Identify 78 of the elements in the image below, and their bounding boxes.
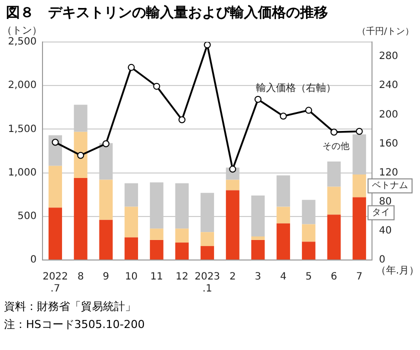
point bbox=[356, 128, 363, 135]
x-tick-label: 3 bbox=[254, 272, 262, 283]
point bbox=[52, 138, 59, 146]
bar bbox=[276, 175, 290, 207]
x-tick-label: 2023 .1 bbox=[194, 272, 220, 295]
x-tick-label: 10 bbox=[124, 272, 138, 283]
y-tick-label: 1,000 bbox=[8, 167, 37, 178]
text: 資料：財務省「貿易統計」 bbox=[4, 299, 137, 315]
point bbox=[280, 112, 287, 120]
point bbox=[204, 42, 211, 48]
bar bbox=[352, 174, 366, 198]
bar bbox=[200, 246, 214, 260]
y2-tick-label: 280 bbox=[379, 51, 398, 62]
bar bbox=[302, 242, 316, 260]
bar bbox=[226, 190, 240, 260]
x-tick-label: 2022 .7 bbox=[42, 272, 68, 295]
point bbox=[128, 64, 135, 71]
point bbox=[77, 152, 84, 159]
y2-tick-label: 40 bbox=[379, 226, 392, 237]
y-tick-label: 0 bbox=[30, 254, 37, 266]
bar bbox=[124, 183, 138, 207]
y2-tick-label: 240 bbox=[379, 80, 398, 92]
text: 注：HSコード3505.10-200 bbox=[4, 317, 146, 333]
y2-tick-label: 160 bbox=[379, 138, 398, 150]
y2-tick-label: 120 bbox=[379, 167, 398, 178]
bar bbox=[251, 240, 265, 260]
point bbox=[330, 128, 338, 136]
point bbox=[178, 116, 186, 124]
bar bbox=[48, 208, 62, 260]
chart-title: 図８ デキストリンの輸入量および輸入価格の推移 bbox=[5, 4, 329, 23]
bar bbox=[74, 178, 88, 260]
y-tick-label: 2,500 bbox=[8, 36, 37, 48]
x-tick-label: 2 bbox=[229, 272, 236, 283]
point bbox=[102, 140, 110, 148]
series-label: 輸入価格（右軸） bbox=[256, 82, 336, 94]
x-axis-title: （年.月） bbox=[376, 264, 419, 277]
y2-tick-label: 80 bbox=[379, 196, 392, 208]
y-tick-label: 1,500 bbox=[8, 124, 37, 135]
y2-tick-label: 200 bbox=[379, 109, 398, 120]
bar bbox=[99, 220, 113, 260]
bar bbox=[48, 166, 62, 208]
point bbox=[153, 82, 160, 90]
y2-axis-title: （千円/トン） bbox=[356, 26, 414, 37]
x-tick-label: 7 bbox=[356, 272, 363, 283]
bar bbox=[276, 223, 290, 260]
bar bbox=[124, 206, 138, 238]
bar bbox=[175, 228, 189, 243]
x-tick-label: 6 bbox=[330, 272, 338, 283]
y-axis-title: （トン） bbox=[2, 26, 42, 37]
point bbox=[229, 166, 236, 173]
bar bbox=[276, 206, 290, 224]
x-tick-label: 12 bbox=[176, 272, 188, 283]
point bbox=[305, 106, 312, 114]
series-label: タイ bbox=[372, 208, 390, 218]
bar bbox=[251, 236, 265, 240]
x-tick-label: 8 bbox=[77, 272, 84, 283]
bar bbox=[352, 197, 366, 260]
series-label: その他 bbox=[322, 140, 350, 152]
bar bbox=[226, 180, 240, 190]
bar bbox=[150, 240, 164, 260]
bar bbox=[327, 186, 341, 215]
y-tick-label: 500 bbox=[18, 210, 37, 222]
x-tick-label: 5 bbox=[305, 272, 312, 283]
bar bbox=[74, 132, 88, 178]
x-tick-label: 4 bbox=[280, 272, 287, 283]
y2-tick-label: 0 bbox=[379, 254, 386, 266]
x-tick-label: 11 bbox=[150, 272, 164, 283]
x-tick-label: 9 bbox=[102, 272, 110, 283]
point bbox=[254, 96, 262, 103]
bar bbox=[124, 237, 138, 260]
bar bbox=[200, 232, 214, 246]
bar bbox=[327, 214, 341, 260]
bar bbox=[150, 228, 164, 240]
bar bbox=[99, 180, 113, 220]
bar bbox=[175, 242, 189, 260]
series-label: ベトナム bbox=[372, 181, 408, 192]
bar bbox=[302, 224, 316, 242]
y-tick-label: 2,000 bbox=[8, 80, 37, 92]
